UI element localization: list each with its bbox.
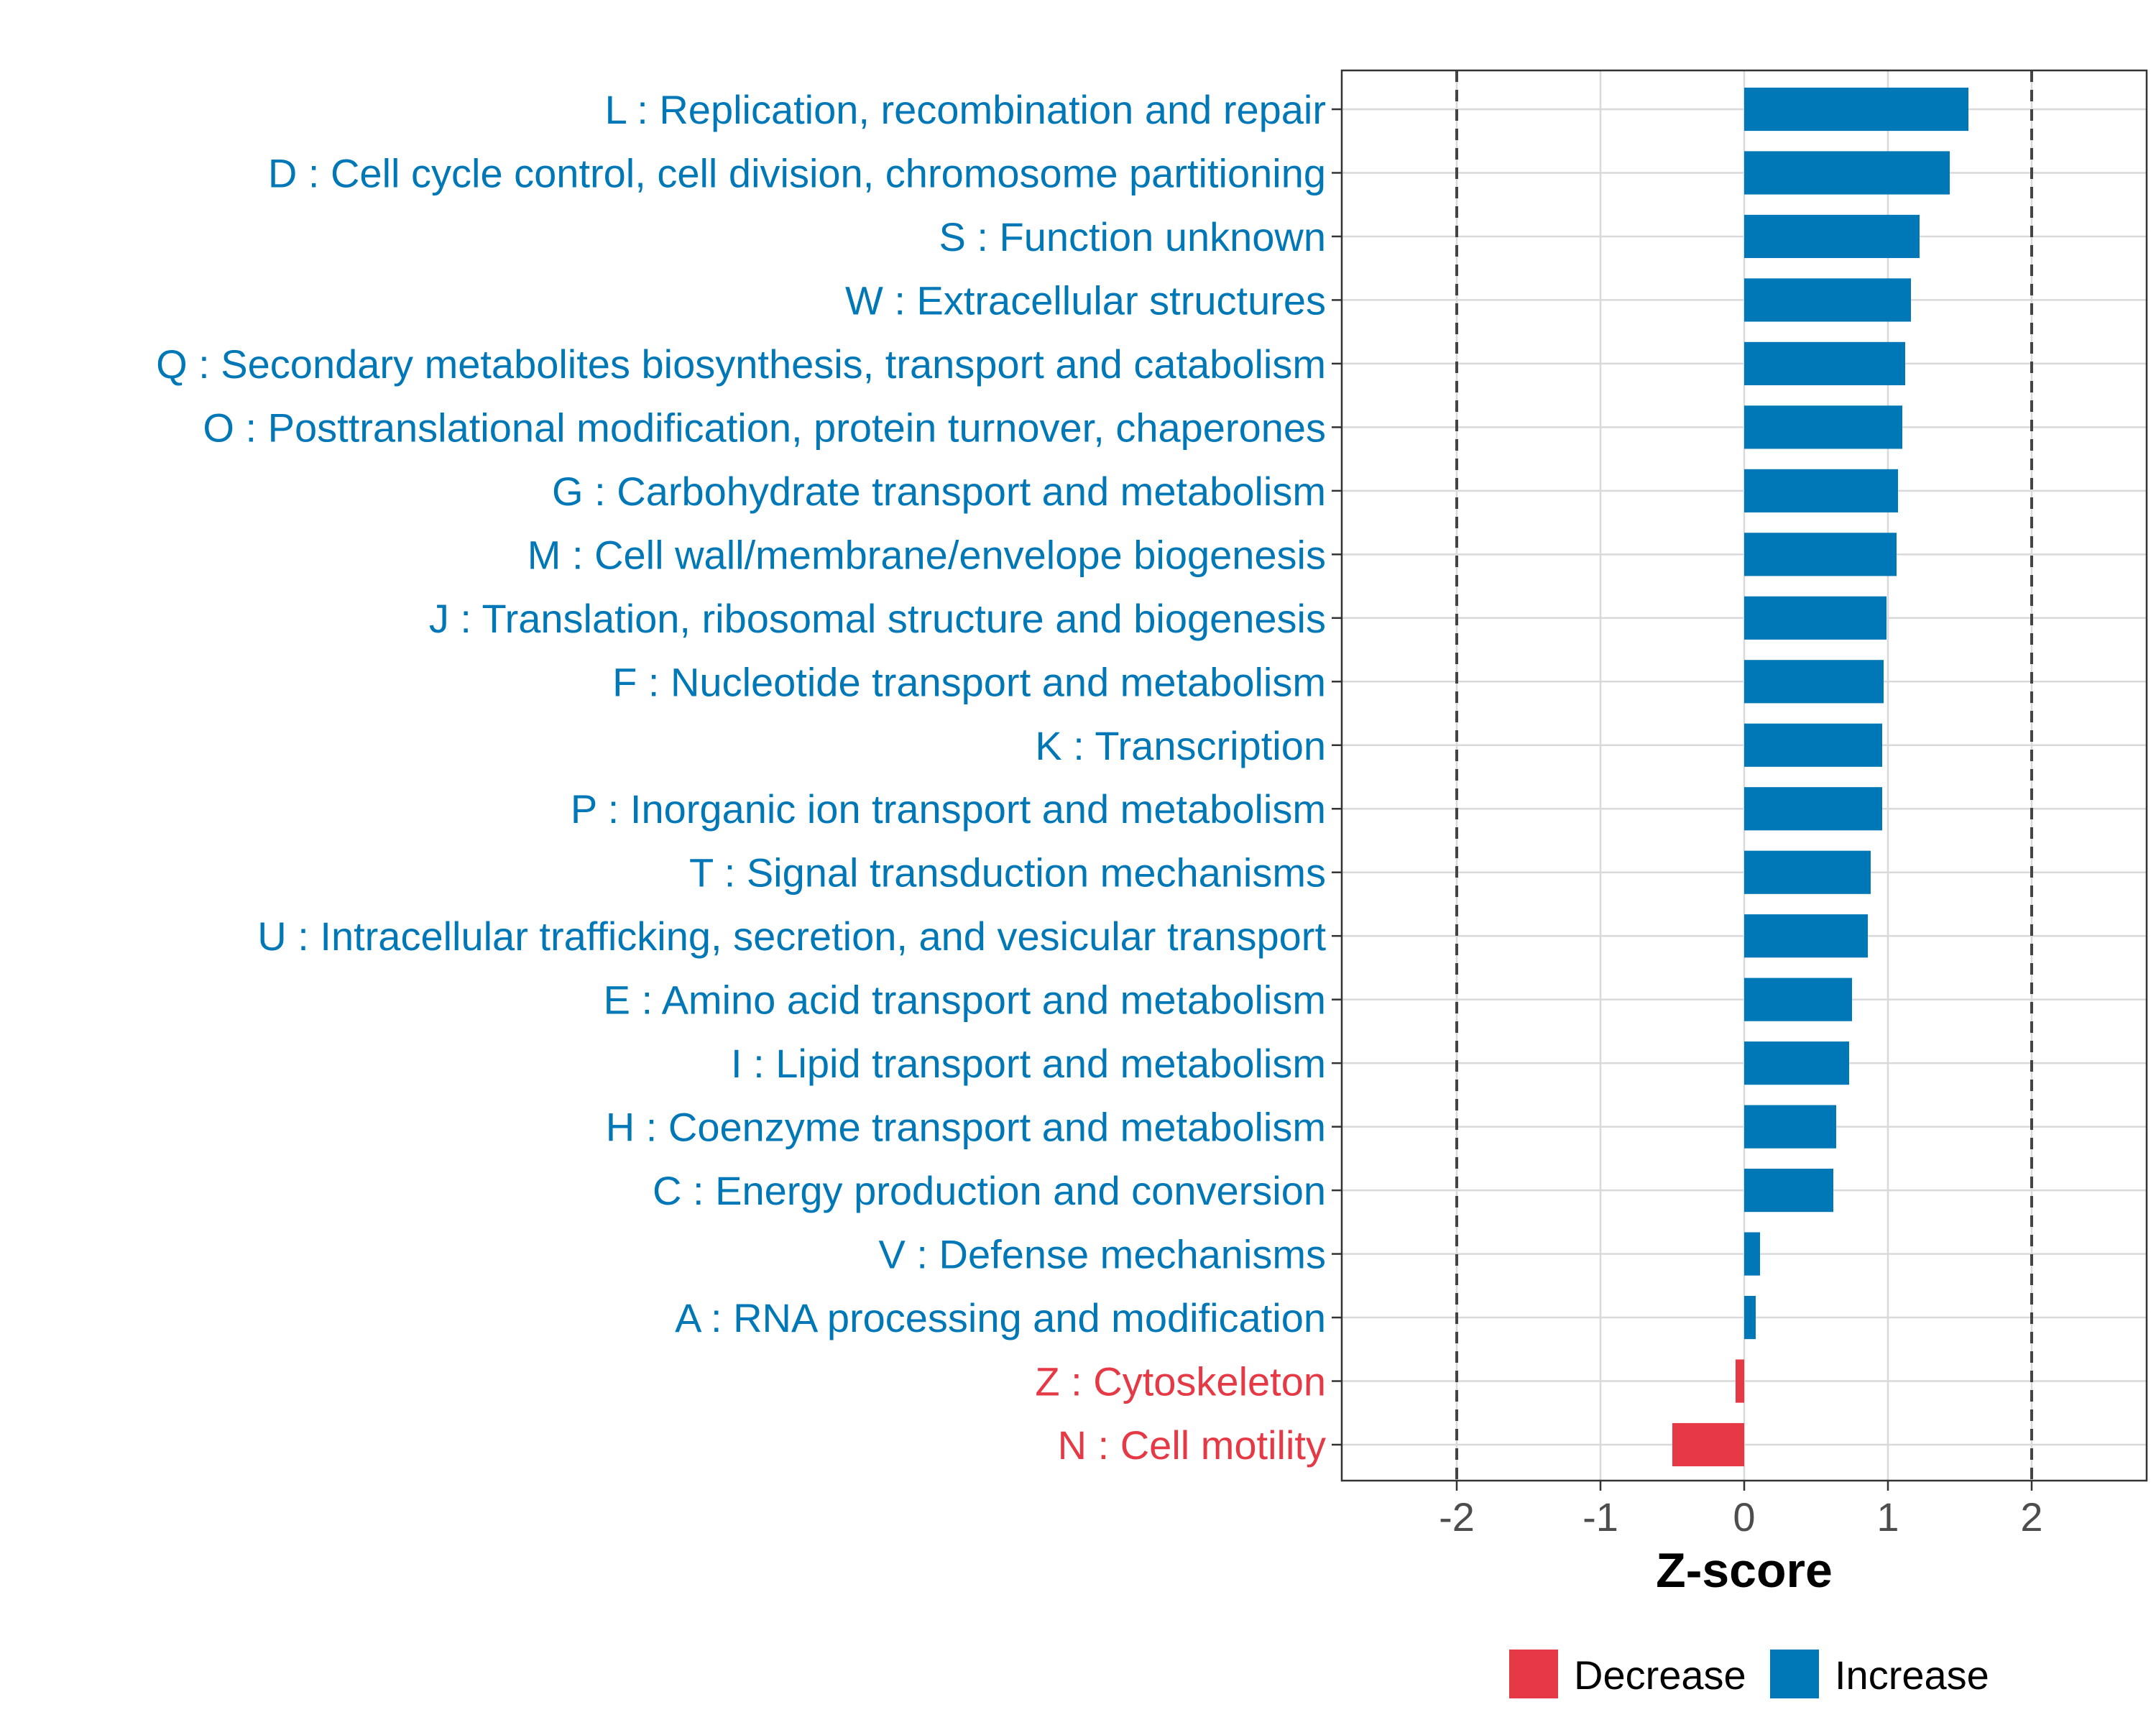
category-label: U : Intracellular trafficking, secretion… (257, 914, 1326, 959)
bar (1744, 660, 1884, 704)
x-tick-label: 0 (1733, 1494, 1755, 1540)
category-label: J : Translation, ribosomal structure and… (429, 596, 1326, 641)
bar (1744, 1232, 1760, 1276)
legend-swatch (1770, 1650, 1819, 1698)
bar (1744, 723, 1882, 767)
category-label: D : Cell cycle control, cell division, c… (268, 150, 1326, 196)
category-label: Z : Cytoskeleton (1035, 1359, 1326, 1404)
category-label: A : RNA processing and modification (675, 1295, 1326, 1340)
bar (1744, 978, 1852, 1021)
bar (1744, 850, 1871, 894)
reference-lines (1455, 70, 2033, 1481)
category-label: H : Coenzyme transport and metabolism (606, 1105, 1326, 1150)
category-label: C : Energy production and conversion (653, 1168, 1326, 1213)
bar (1744, 87, 1968, 132)
y-axis-ticks (1332, 108, 1342, 1446)
x-tick-label: -1 (1583, 1494, 1618, 1540)
category-label: V : Defense mechanisms (879, 1232, 1326, 1277)
x-tick-label: 2 (2020, 1494, 2042, 1540)
category-label: Q : Secondary metabolites biosynthesis, … (156, 341, 1326, 387)
legend-swatch (1509, 1650, 1558, 1698)
x-tick-label: -2 (1439, 1494, 1475, 1540)
legend-label: Decrease (1574, 1652, 1746, 1698)
category-label: L : Replication, recombination and repai… (605, 87, 1326, 132)
category-label: W : Extracellular structures (845, 277, 1326, 323)
x-tick-label: 1 (1876, 1494, 1899, 1540)
category-label: P : Inorganic ion transport and metaboli… (571, 786, 1326, 832)
bar (1736, 1359, 1744, 1403)
bar (1744, 1169, 1833, 1213)
bar (1744, 1295, 1756, 1340)
bar (1744, 341, 1905, 385)
legend: Decrease Increase (1509, 1650, 1989, 1698)
bar (1744, 151, 1950, 195)
bar (1744, 1105, 1836, 1149)
bar (1744, 469, 1898, 512)
category-label: T : Signal transduction mechanisms (689, 850, 1326, 896)
category-labels: L : Replication, recombination and repai… (156, 87, 1326, 1468)
bar (1744, 278, 1911, 322)
bar (1744, 405, 1902, 449)
category-label: G : Carbohydrate transport and metabolis… (552, 469, 1326, 514)
x-axis-ticks: -2 -1 0 1 2 (1439, 1481, 2043, 1540)
category-label: E : Amino acid transport and metabolism (604, 978, 1326, 1023)
category-label: M : Cell wall/membrane/envelope biogenes… (528, 532, 1326, 577)
bar (1744, 1041, 1849, 1085)
category-label: I : Lipid transport and metabolism (731, 1041, 1326, 1086)
bar (1744, 596, 1886, 640)
bars (1672, 87, 1968, 1467)
bar (1672, 1422, 1744, 1467)
x-axis-title: Z-score (1656, 1543, 1833, 1598)
bar (1744, 214, 1920, 259)
bar (1744, 914, 1868, 958)
category-label: O : Posttranslational modification, prot… (203, 405, 1326, 450)
legend-label: Increase (1835, 1652, 1989, 1698)
bar (1744, 533, 1897, 576)
category-label: N : Cell motility (1058, 1422, 1326, 1468)
category-label: S : Function unknown (939, 214, 1326, 259)
category-label: K : Transcription (1035, 723, 1326, 768)
category-label: F : Nucleotide transport and metabolism (612, 659, 1326, 704)
bar (1744, 787, 1882, 831)
